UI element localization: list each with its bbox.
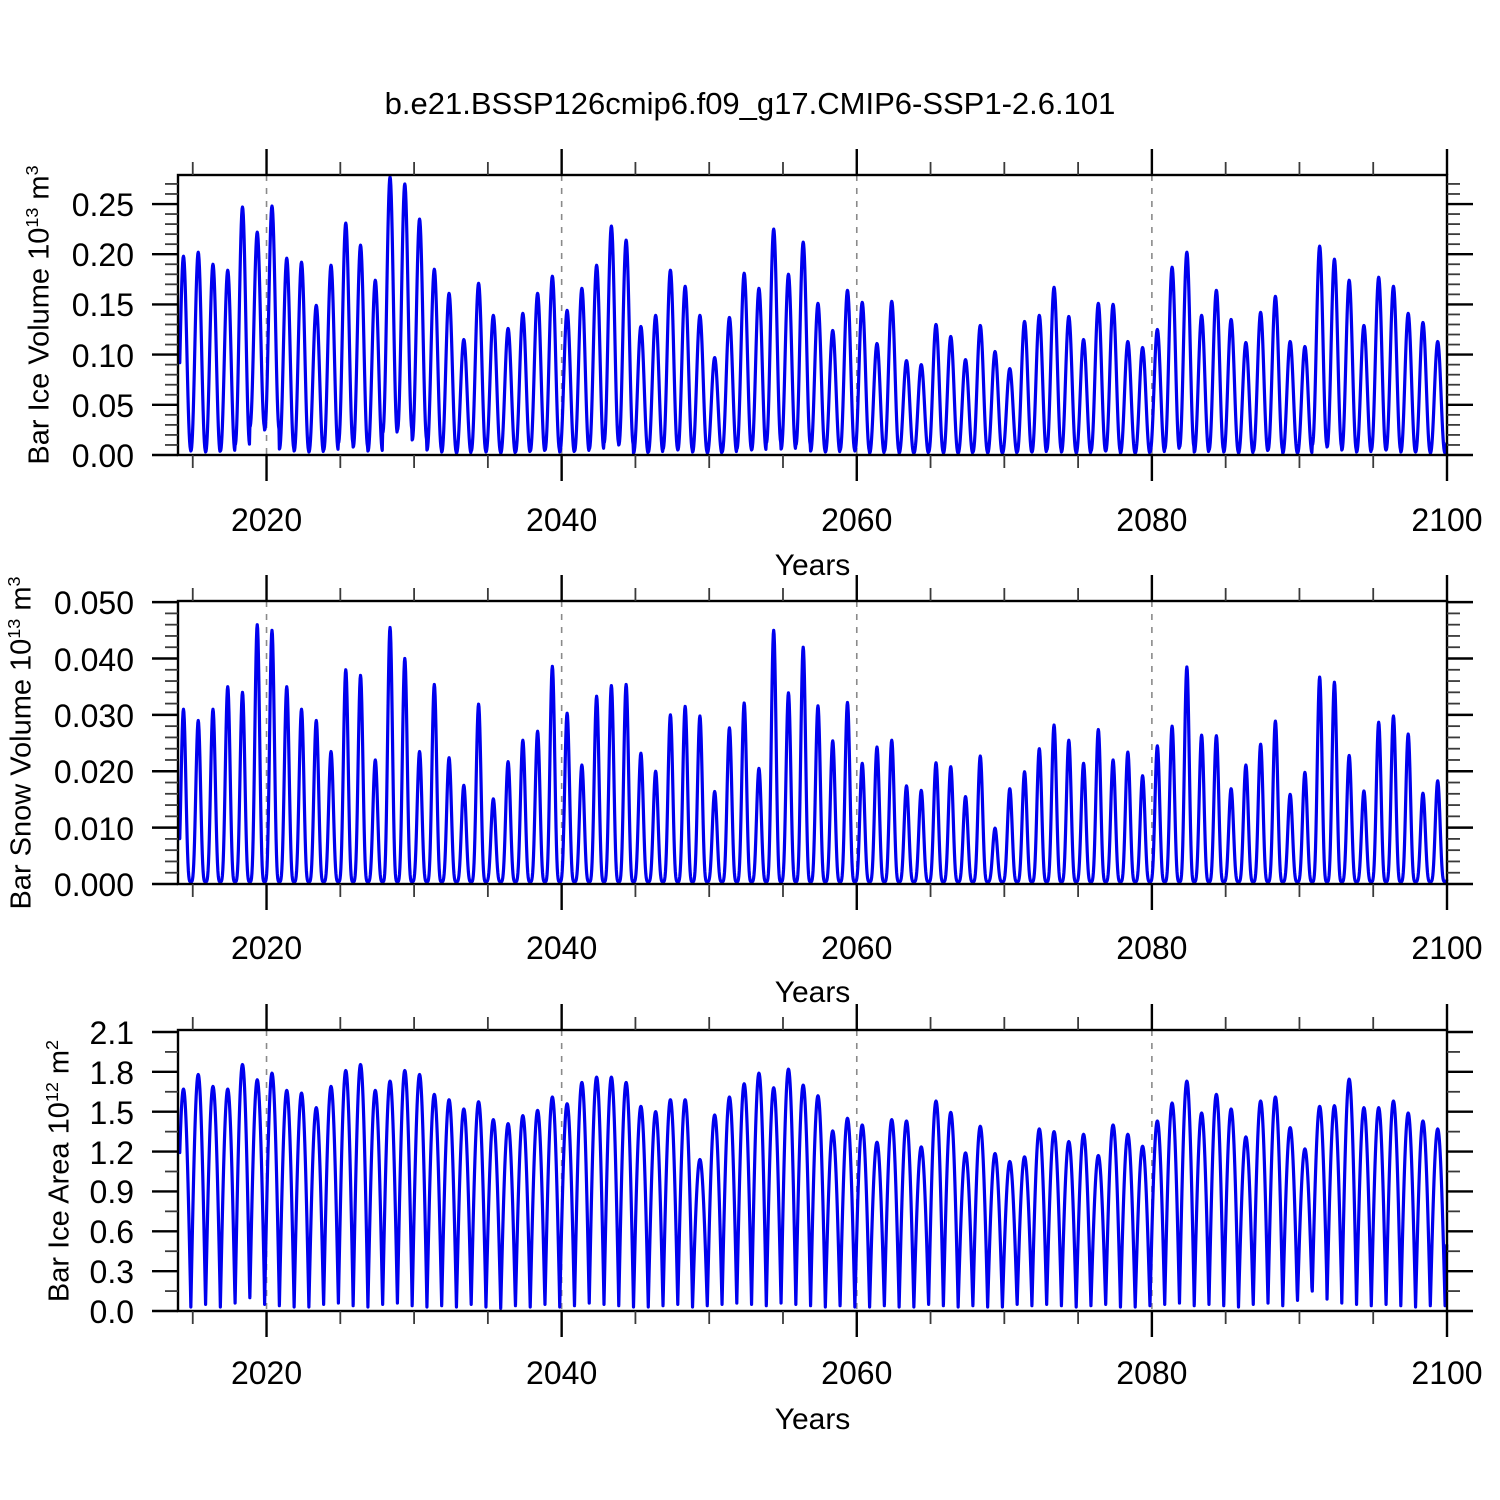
x-tick-label: 2060 (821, 1355, 893, 1391)
chart-title: b.e21.BSSP126cmip6.f09_g17.CMIP6-SSP1-2.… (384, 86, 1116, 121)
y-tick-label: 0.20 (71, 237, 134, 274)
y-axis-label-bar-ice-volume: Bar Ice Volume 1013 m3 (22, 165, 56, 465)
y-axis-label-bar-snow-volume: Bar Snow Volume 1013 m3 (4, 575, 38, 910)
panel-bar-snow-volume (152, 575, 1473, 910)
x-tick-label: 2040 (526, 930, 598, 966)
y-tick-label: 0.030 (53, 697, 134, 734)
x-tick-label: 2040 (526, 502, 598, 538)
x-tick-label: 2020 (230, 930, 303, 966)
y-tick-label: 0.15 (71, 287, 134, 324)
x-tick-label: 2100 (1411, 502, 1483, 538)
x-tick-label: 2100 (1411, 1355, 1483, 1391)
y-tick-label: 0.9 (89, 1174, 134, 1211)
y-tick-label: 0.010 (53, 810, 134, 847)
ticks-bar-snow-volume (152, 575, 1473, 910)
y-tick-label: 0.0 (89, 1294, 134, 1330)
y-tick-label: 0.020 (53, 754, 134, 791)
x-tick-label: 2080 (1116, 1355, 1188, 1391)
x-tick-label: 2080 (1116, 502, 1188, 538)
ticks-bar-ice-area (152, 1004, 1473, 1337)
y-tick-label: 0.3 (89, 1254, 134, 1291)
y-tick-label: 0.000 (53, 867, 134, 903)
y-tick-label: 0.040 (53, 641, 134, 678)
x-axis-label-ice-area: Years (774, 1403, 851, 1436)
y-tick-label: 0.6 (89, 1214, 134, 1251)
x-axis-label-snow-volume: Years (774, 976, 851, 1009)
y-tick-label: 1.8 (89, 1054, 134, 1091)
x-tick-label: 2100 (1411, 930, 1483, 966)
y-tick-label: 0.05 (71, 387, 134, 424)
y-tick-label: 0.00 (71, 438, 134, 474)
y-tick-label: 0.25 (71, 187, 134, 223)
x-tick-label: 2020 (230, 1355, 303, 1391)
panel-frame-bar-snow-volume (176, 599, 1449, 886)
y-axis-label-bar-ice-area: Bar Ice Area 1012 m2 (42, 1039, 76, 1302)
panel-frame-bar-ice-area (176, 1028, 1449, 1313)
ticks-bar-ice-volume (152, 149, 1473, 481)
x-tick-label: 2020 (230, 502, 303, 538)
y-tick-label: 2.1 (89, 1014, 134, 1051)
y-tick-label: 1.2 (89, 1134, 134, 1171)
y-tick-label: 0.050 (53, 585, 134, 622)
series-line-bar-ice-volume (178, 175, 1449, 455)
x-tick-label: 2040 (526, 1355, 598, 1391)
series-line-bar-ice-area (178, 1062, 1449, 1310)
x-axis-label-ice-volume: Years (774, 549, 851, 582)
x-tick-label: 2060 (821, 502, 893, 538)
panel-bar-ice-volume (152, 149, 1473, 481)
y-tick-label: 1.5 (89, 1094, 134, 1131)
series-line-bar-snow-volume (178, 623, 1449, 884)
panel-bar-ice-area (152, 1004, 1473, 1337)
y-tick-label: 0.10 (71, 337, 134, 374)
x-tick-label: 2080 (1116, 930, 1188, 966)
x-tick-label: 2060 (821, 930, 893, 966)
